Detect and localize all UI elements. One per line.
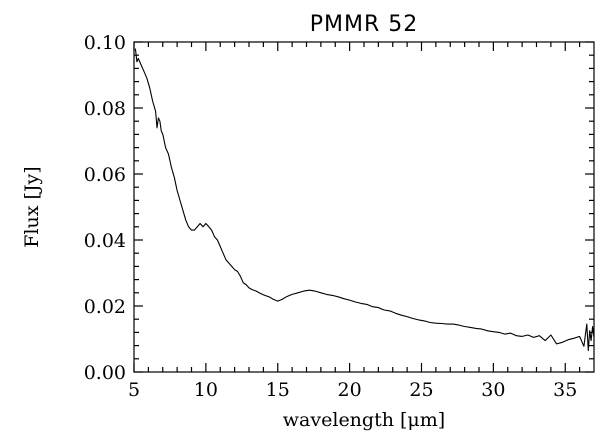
x-tick-label: 20 (338, 379, 362, 401)
x-tick-label: 15 (266, 379, 290, 401)
x-tick-label: 5 (128, 379, 140, 401)
x-tick-label: 30 (481, 379, 505, 401)
y-tick-label: 0.00 (84, 362, 126, 384)
y-axis-ticks: 0.00 0.02 0.04 0.06 0.08 0.10 (84, 32, 594, 384)
flux-spectrum-line (134, 48, 595, 352)
x-tick-label: 35 (553, 379, 577, 401)
y-tick-label: 0.02 (84, 296, 126, 318)
x-tick-label: 25 (409, 379, 433, 401)
y-tick-label: 0.10 (84, 32, 126, 54)
x-tick-label: 10 (194, 379, 218, 401)
plot-frame (133, 41, 595, 373)
y-tick-label: 0.08 (84, 98, 126, 120)
x-axis-label: wavelength [μm] (283, 409, 445, 431)
y-tick-label: 0.04 (84, 230, 126, 252)
x-axis-ticks: 5 10 15 20 25 30 35 (128, 42, 581, 401)
chart-title: PMMR 52 (310, 12, 419, 37)
y-axis-label: Flux [Jy] (21, 166, 43, 247)
y-tick-label: 0.06 (84, 164, 126, 186)
